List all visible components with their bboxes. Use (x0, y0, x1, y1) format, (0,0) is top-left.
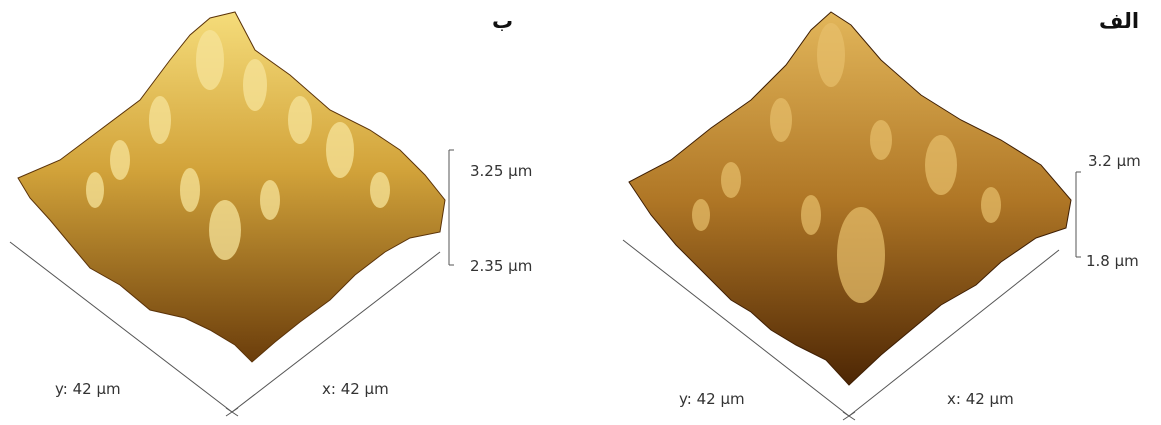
y-axis-label-a: y: 42 µm (679, 390, 745, 408)
afm-3d-plot-a: الف 3.2 µm 1.8 µm y: 42 µm x: 42 µm (622, 9, 1141, 421)
y-axis-line-a (622, 239, 850, 417)
afm-surface-a (628, 11, 1072, 386)
afm-panel-a: الف 3.2 µm 1.8 µm y: 42 µm x: 42 µm (581, 0, 1161, 425)
z-max-label-b: 3.25 µm (470, 162, 532, 180)
y-axis-line-b (9, 241, 233, 413)
x-axis-label-b: x: 42 µm (322, 380, 389, 398)
panel-tag-b: ب (492, 9, 513, 33)
afm-3d-plot-b: ب 3.25 µm 2.35 µm y: 42 µm x: 42 µm (9, 9, 532, 417)
afm-surface-b (17, 11, 446, 363)
afm-peaks-a (692, 23, 1001, 303)
x-axis-line-a (848, 249, 1060, 417)
axes-a (622, 171, 1081, 421)
panel-tag-a: الف (1099, 9, 1139, 33)
z-max-label-a: 3.2 µm (1088, 152, 1141, 170)
afm-peaks-b (86, 30, 390, 260)
z-min-label-b: 2.35 µm (470, 257, 532, 275)
y-axis-label-b: y: 42 µm (55, 380, 121, 398)
z-min-label-a: 1.8 µm (1086, 252, 1139, 270)
axes-b (9, 149, 454, 417)
x-axis-line-b (231, 251, 441, 413)
x-axis-label-a: x: 42 µm (947, 390, 1014, 408)
afm-panel-b: ب 3.25 µm 2.35 µm y: 42 µm x: 42 µm (0, 0, 580, 425)
